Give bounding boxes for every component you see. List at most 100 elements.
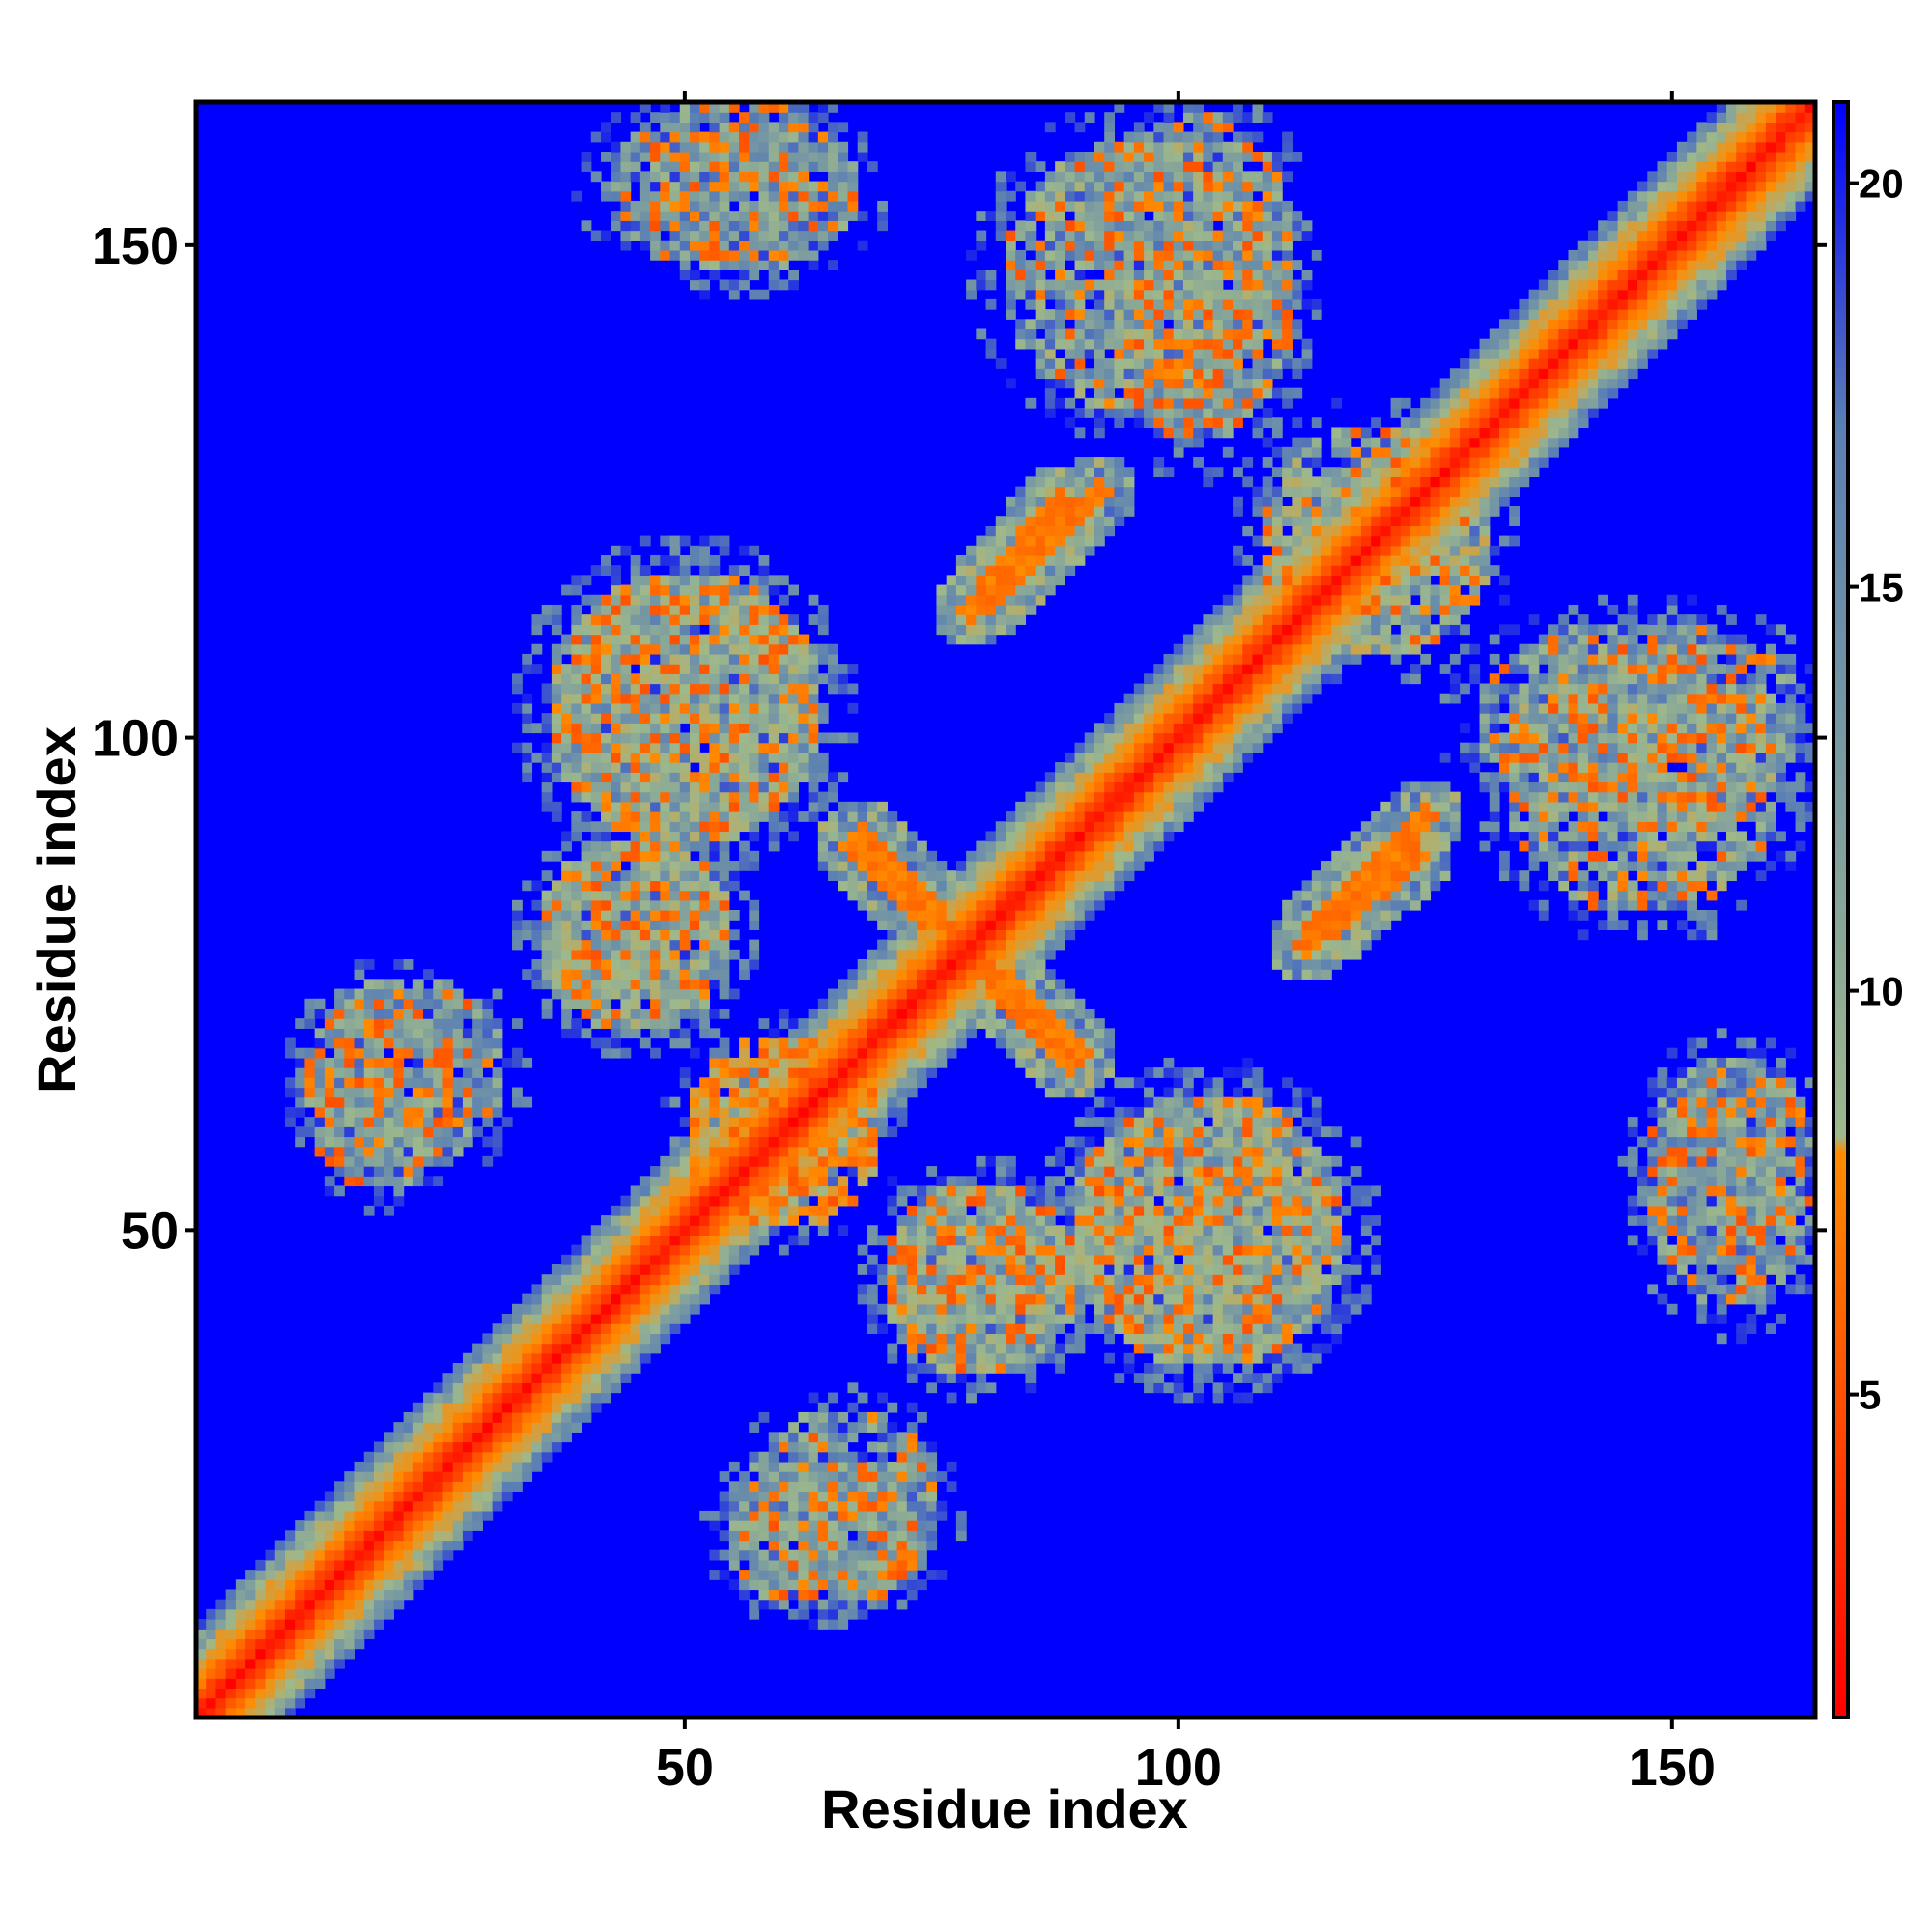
heatmap-cell bbox=[867, 1441, 878, 1453]
heatmap-cell bbox=[749, 958, 760, 970]
heatmap-cell bbox=[1044, 1333, 1056, 1345]
heatmap-cell bbox=[295, 1087, 306, 1098]
heatmap-cell bbox=[639, 1244, 651, 1256]
heatmap-cell bbox=[472, 1096, 483, 1108]
heatmap-cell bbox=[590, 1382, 602, 1394]
heatmap-cell bbox=[778, 190, 789, 202]
heatmap-cell bbox=[384, 1549, 394, 1561]
heatmap-cell bbox=[838, 181, 849, 192]
heatmap-cell bbox=[522, 693, 533, 704]
heatmap-cell bbox=[452, 1500, 464, 1512]
heatmap-cell bbox=[709, 1028, 721, 1039]
heatmap-cell bbox=[1055, 240, 1065, 251]
heatmap-cell bbox=[976, 230, 987, 242]
heatmap-cell bbox=[571, 791, 582, 803]
heatmap-cell bbox=[689, 870, 700, 882]
heatmap-cell bbox=[709, 683, 721, 695]
heatmap-cell bbox=[393, 1136, 405, 1148]
heatmap-cell bbox=[709, 1254, 721, 1265]
heatmap-cell bbox=[699, 604, 711, 615]
heatmap-cell bbox=[1055, 496, 1065, 507]
heatmap-cell bbox=[788, 1471, 799, 1482]
heatmap-cell bbox=[590, 979, 602, 990]
heatmap-cell bbox=[620, 713, 632, 724]
heatmap-cell bbox=[758, 723, 770, 734]
heatmap-cell bbox=[709, 693, 721, 704]
heatmap-cell bbox=[541, 998, 553, 1009]
heatmap-cell bbox=[1055, 358, 1065, 369]
heatmap-cell bbox=[896, 1096, 908, 1108]
heatmap-cell bbox=[758, 614, 770, 625]
heatmap-cell bbox=[601, 762, 611, 773]
heatmap-cell bbox=[492, 1018, 503, 1029]
heatmap-cell bbox=[581, 614, 592, 625]
heatmap-cell bbox=[906, 861, 918, 871]
heatmap-cell bbox=[1065, 762, 1076, 773]
heatmap-cell bbox=[995, 565, 1007, 576]
heatmap-cell bbox=[946, 1352, 957, 1364]
heatmap-cell bbox=[749, 742, 760, 753]
heatmap-cell bbox=[541, 920, 553, 930]
heatmap-cell bbox=[966, 594, 977, 606]
heatmap-cell bbox=[896, 988, 908, 1000]
heatmap-cell bbox=[541, 1373, 553, 1383]
heatmap-cell bbox=[788, 653, 799, 665]
heatmap-cell bbox=[1006, 506, 1016, 517]
heatmap-cell bbox=[1035, 861, 1046, 871]
heatmap-cell bbox=[384, 1037, 394, 1049]
heatmap-cell bbox=[985, 1343, 997, 1354]
heatmap-cell bbox=[946, 1047, 957, 1059]
heatmap-cell bbox=[1055, 821, 1065, 833]
heatmap-cell bbox=[639, 604, 651, 615]
heatmap-cell bbox=[639, 1008, 651, 1019]
heatmap-cell bbox=[966, 1382, 977, 1394]
heatmap-cell bbox=[1025, 200, 1037, 212]
heatmap-cell bbox=[1025, 899, 1037, 911]
heatmap-cell bbox=[709, 1096, 721, 1108]
heatmap-cell bbox=[867, 1461, 878, 1472]
heatmap-cell bbox=[798, 762, 810, 773]
heatmap-cell bbox=[778, 249, 789, 261]
heatmap-cell bbox=[314, 1599, 326, 1610]
heatmap-cell bbox=[808, 781, 819, 793]
heatmap-cell bbox=[551, 1422, 562, 1433]
heatmap-cell bbox=[828, 211, 838, 221]
heatmap-cell bbox=[482, 1373, 494, 1383]
heatmap-cell bbox=[679, 910, 691, 921]
heatmap-cell bbox=[601, 1037, 611, 1049]
heatmap-cell bbox=[778, 1244, 789, 1256]
heatmap-cell bbox=[689, 1096, 700, 1108]
heatmap-cell bbox=[728, 929, 740, 941]
heatmap-cell bbox=[906, 1461, 918, 1472]
heatmap-cell bbox=[601, 614, 611, 625]
heatmap-cell bbox=[611, 211, 622, 221]
heatmap-cell bbox=[265, 1559, 276, 1571]
heatmap-cell bbox=[867, 1530, 878, 1542]
heatmap-cell bbox=[817, 1461, 829, 1472]
heatmap-cell bbox=[611, 1274, 622, 1286]
heatmap-cell bbox=[995, 1314, 1007, 1324]
heatmap-cell bbox=[788, 1087, 799, 1098]
heatmap-cell bbox=[334, 1608, 345, 1620]
heatmap-cell bbox=[728, 1146, 740, 1157]
heatmap-cell bbox=[1074, 1028, 1086, 1039]
heatmap-cell bbox=[1055, 575, 1065, 586]
heatmap-cell bbox=[906, 910, 918, 921]
heatmap-cell bbox=[719, 723, 730, 734]
heatmap-cell bbox=[1025, 476, 1037, 488]
heatmap-cell bbox=[650, 1333, 661, 1345]
heatmap-cell bbox=[373, 1510, 384, 1521]
heatmap-cell bbox=[887, 1018, 898, 1029]
heatmap-cell bbox=[847, 732, 859, 744]
heatmap-cell bbox=[1065, 1057, 1076, 1068]
heatmap-cell bbox=[955, 624, 967, 636]
heatmap-cell bbox=[304, 1117, 316, 1127]
heatmap-cell bbox=[561, 969, 572, 980]
heatmap-cell bbox=[531, 664, 543, 674]
heatmap-cell bbox=[541, 693, 553, 704]
heatmap-cell bbox=[265, 1579, 276, 1591]
heatmap-cell bbox=[581, 988, 592, 1000]
heatmap-cell bbox=[798, 1126, 810, 1138]
heatmap-cell bbox=[660, 1264, 671, 1275]
heatmap-cell bbox=[709, 1520, 721, 1531]
